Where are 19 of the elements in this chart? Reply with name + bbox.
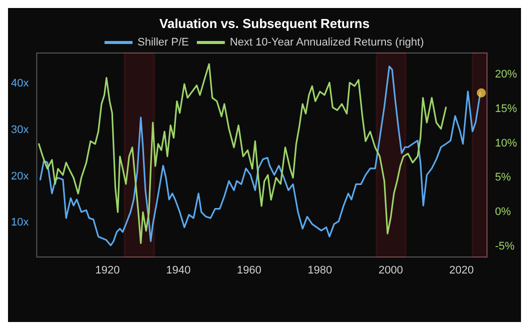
x-tick-label: 2020 [449,264,474,276]
y-tick-label: 10x [10,216,30,229]
x-tick-label: 2000 [378,264,403,276]
y2-tick-label: 0% [495,206,512,218]
x-tick-label: 1940 [166,264,191,276]
y-tick-label: 20x [10,170,30,182]
legend-label: Shiller P/E [138,36,189,48]
x-tick-label: 1920 [95,264,120,276]
legend-label: Next 10-Year Annualized Returns (right) [230,36,424,48]
y2-tick-label: -5% [495,240,515,253]
chart-title: Valuation vs. Subsequent Returns [159,16,370,31]
y2-tick-label: 5% [495,172,512,184]
x-tick-label: 1960 [236,264,262,276]
y2-tick-label: 20% [495,68,518,80]
y-tick-label: 30x [10,124,30,136]
y-tick-label: 40x [10,78,30,90]
y2-tick-label: 15% [495,102,518,115]
y2-tick-label: 10% [495,137,518,150]
x-tick-label: 1980 [308,264,332,276]
